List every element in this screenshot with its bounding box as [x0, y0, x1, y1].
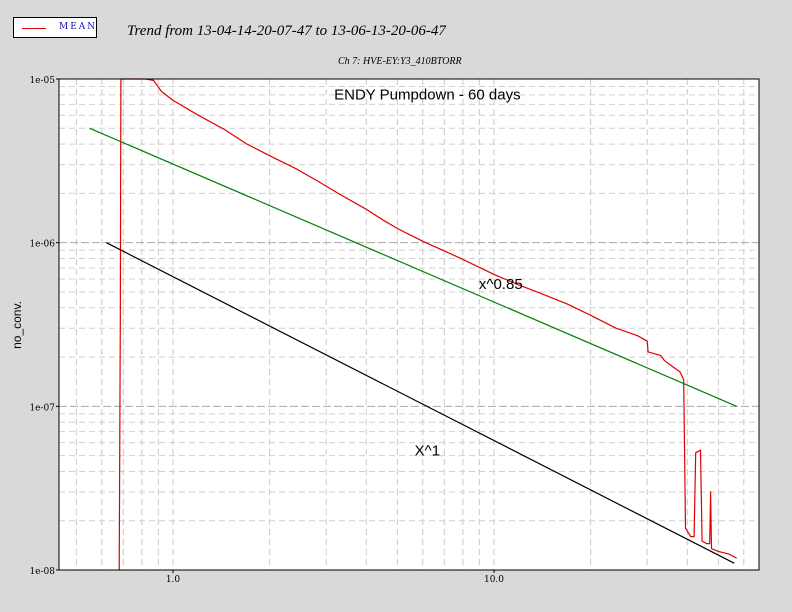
- series-line-x-1: [106, 242, 735, 564]
- series-line-mean: [118, 78, 737, 571]
- y-tick-label: 1e-08: [29, 567, 55, 577]
- y-axis-label: no_conv.: [10, 301, 24, 349]
- y-tick-label: 1e-07: [29, 403, 55, 413]
- series-layer: [89, 78, 737, 571]
- chart-subtitle: Ch 7: HVE-EY:Y3_410BTORR: [338, 56, 462, 67]
- y-tick-label: 1e-05: [29, 76, 55, 86]
- annotation-label: X^1: [415, 443, 440, 460]
- annotation-label: ENDY Pumpdown - 60 days: [334, 86, 520, 103]
- annotation-label: x^0.85: [479, 276, 523, 293]
- y-tick-label: 1e-06: [29, 240, 55, 250]
- plot-frame: [58, 78, 760, 571]
- chart-title: Trend from 13-04-14-20-07-47 to 13-06-13…: [127, 23, 446, 39]
- x-tick-label: 10.0: [484, 575, 504, 585]
- legend-line-swatch: [22, 28, 46, 29]
- tick-labels: 1e-05 1e-06 1e-07 1e-08 1.0 10.0: [29, 76, 504, 585]
- series-line-x-0-85: [89, 127, 737, 407]
- plot-background: [59, 79, 759, 570]
- legend-box: MEAN: [13, 17, 97, 38]
- x-tick-label: 1.0: [166, 575, 181, 585]
- legend-label: MEAN: [59, 22, 98, 32]
- annotations: ENDY Pumpdown - 60 days x^0.85 X^1: [334, 86, 523, 459]
- grid: [59, 79, 759, 570]
